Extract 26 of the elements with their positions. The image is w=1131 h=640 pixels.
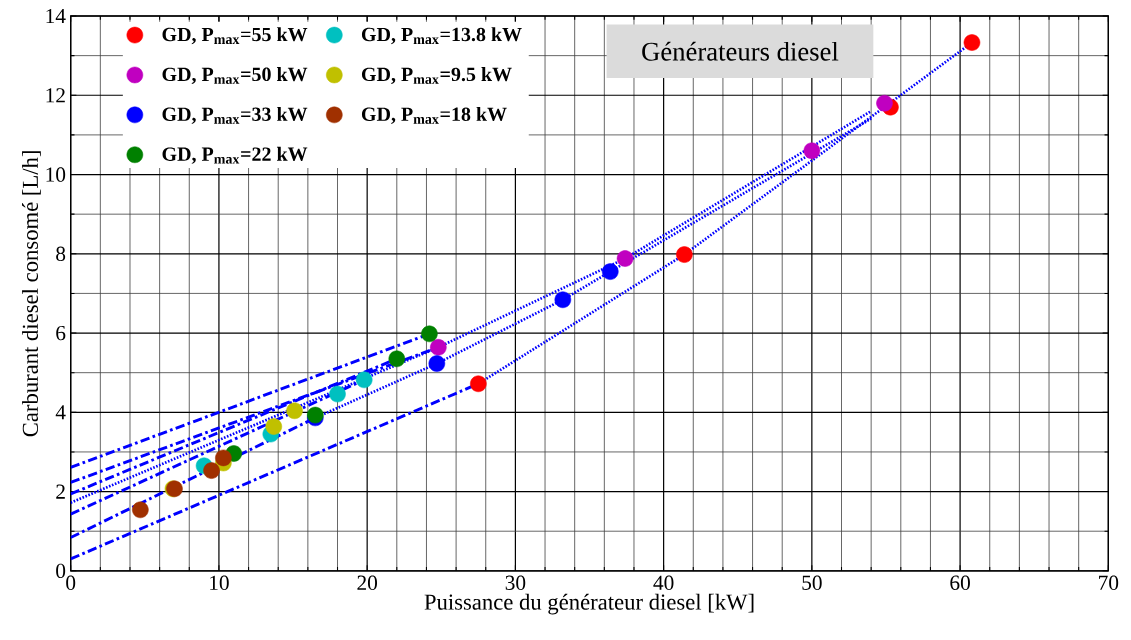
legend-label: GD, P$_{max}$=22 kW (162, 146, 308, 164)
y-tick-label: 2 (56, 484, 65, 499)
legend-label: GD, P$_{max}$=13.8 kW (361, 27, 522, 45)
y-axis-title: Carburant diesel consomé [L/h] (22, 151, 41, 437)
x-tick-label: 30 (505, 575, 526, 590)
legend-label: GD, P$_{max}$=18 kW (361, 106, 507, 124)
x-tick-label: 70 (1099, 575, 1119, 590)
y-tick-label: 0 (56, 563, 66, 578)
legend-label: GD, P$_{max}$=50 kW (162, 66, 308, 84)
y-tick-label: 8 (56, 246, 66, 261)
y-tick-label: 14 (46, 8, 66, 23)
y-tick-label: 10 (46, 167, 66, 182)
x-tick-label: 60 (950, 575, 970, 590)
text: Générateurs diesel (642, 41, 839, 61)
legend-label: GD, P$_{max}$=33 kW (162, 106, 308, 124)
x-tick-label: 20 (357, 575, 378, 590)
legend-label: GD, P$_{max}$=9.5 kW (361, 66, 512, 84)
x-tick-label: 10 (210, 575, 229, 590)
y-tick-label: 12 (46, 88, 65, 103)
y-tick-label: 4 (55, 405, 66, 420)
x-tick-label: 40 (653, 575, 674, 590)
legend-label: GD, P$_{max}$=55 kW (162, 27, 308, 45)
x-tick-label: 0 (66, 575, 76, 590)
x-axis-title: Puissance du générateur diesel [kW] (424, 593, 754, 615)
y-tick-label: 6 (56, 325, 66, 341)
x-tick-label: 50 (802, 575, 822, 590)
